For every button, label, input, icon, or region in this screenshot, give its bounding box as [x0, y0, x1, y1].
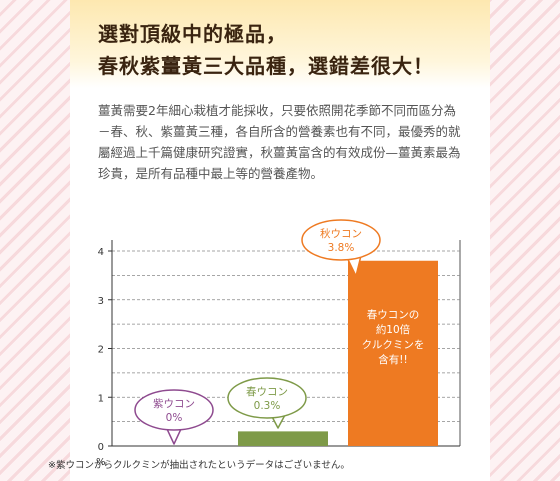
bar-annotation-line: 春ウコンの: [367, 309, 420, 321]
data-label: 0.3%: [254, 400, 281, 412]
bar-annotation-line: クルクミンを: [362, 339, 425, 351]
value-bubble-2: 春ウコン 0.3%: [227, 377, 307, 429]
y-axis-unit: %: [96, 457, 106, 468]
category-label: 秋ウコン: [320, 227, 362, 240]
value-bubbles: 紫ウコン 0% 春ウコン 0.3% 秋ウコン 3.8%: [134, 219, 381, 445]
bar-annotation-line: 約10倍: [376, 323, 411, 336]
y-axis-ticks: 0 1 2 3 4: [98, 247, 112, 453]
page-title: 選對頂級中的極品， 春秋紫薑黃三大品種，選錯差很大！: [98, 18, 434, 82]
bar-annotation: 春ウコンの約10倍クルクミンを含有!!: [362, 309, 425, 366]
chart-bars: [238, 260, 438, 446]
category-label: 春ウコン: [246, 386, 288, 398]
data-label: 3.8%: [328, 242, 355, 254]
y-tick-label: 0: [98, 442, 104, 453]
bubble-fill: [303, 221, 379, 259]
bar-2: [238, 431, 328, 446]
title-line-1: 選對頂級中的極品，: [98, 22, 287, 46]
header-banner: 選對頂級中的極品， 春秋紫薑黃三大品種，選錯差很大！: [70, 0, 490, 88]
data-label: 0%: [166, 412, 183, 424]
category-label: 紫ウコン: [153, 398, 195, 410]
description-text: 薑黃需要2年細心栽植才能採收，只要依照開花季節不同而區分為－春、秋、紫薑黃三種，…: [98, 103, 461, 181]
chart-footnote: ※紫ウコンからクルクミンが抽出されたというデータはございません。: [48, 460, 350, 471]
bar-annotation-text: 春ウコンの約10倍クルクミンを含有!!: [362, 309, 425, 366]
y-tick-label: 1: [98, 393, 104, 404]
y-tick-label: 2: [98, 345, 104, 356]
bar-annotation-line: 含有!!: [378, 353, 407, 366]
value-bubble-3: 秋ウコン 3.8%: [301, 219, 381, 277]
bubble-fill: [229, 379, 305, 417]
value-bubble-1: 紫ウコン 0%: [134, 389, 214, 445]
y-tick-label: 4: [98, 247, 104, 258]
bubble-fill: [136, 391, 212, 429]
y-tick-label: 3: [98, 296, 104, 307]
title-line-2: 春秋紫薑黃三大品種，選錯差很大！: [98, 54, 434, 78]
bar-3: [348, 260, 438, 446]
